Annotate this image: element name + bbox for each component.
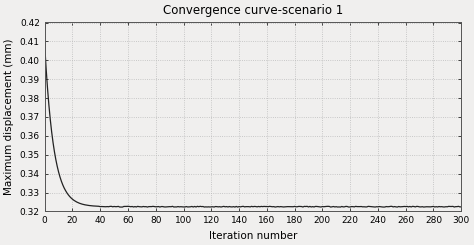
Title: Convergence curve-scenario 1: Convergence curve-scenario 1 [163, 4, 343, 17]
Y-axis label: Maximum displacement (mm): Maximum displacement (mm) [4, 39, 14, 195]
X-axis label: Iteration number: Iteration number [209, 231, 297, 241]
